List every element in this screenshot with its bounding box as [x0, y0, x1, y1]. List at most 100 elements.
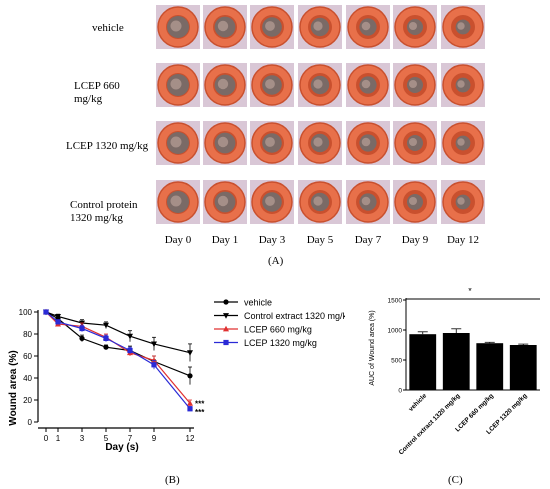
y-tick-label: 0 — [398, 388, 402, 395]
legend-entry: LCEP 1320 mg/kg — [214, 338, 317, 348]
data-point — [187, 373, 193, 379]
wound-photo — [250, 180, 294, 224]
data-point — [43, 309, 49, 315]
line-chart-y-label: Wound area (%) — [8, 350, 19, 425]
y-tick-label: 500 — [391, 358, 402, 365]
data-point — [103, 335, 109, 341]
wound-photo — [441, 63, 485, 107]
x-tick-label: 12 — [186, 434, 195, 443]
y-tick-label: 20 — [23, 396, 32, 405]
wound-photo — [156, 121, 200, 165]
wound-photo — [393, 121, 437, 165]
significance-label: *** — [195, 399, 205, 408]
legend-label: Control extract 1320 mg/kg — [244, 311, 345, 321]
legend-entry: vehicle — [214, 298, 272, 308]
data-point — [79, 325, 85, 332]
data-point — [79, 335, 85, 341]
y-tick-label: 1000 — [388, 328, 403, 335]
day-label: Day 7 — [354, 234, 382, 246]
data-point — [127, 333, 133, 340]
wound-photo — [346, 180, 390, 224]
day-label: Day 3 — [258, 234, 286, 246]
bar — [476, 343, 504, 390]
y-tick-label: 80 — [23, 330, 32, 339]
line-chart-series: ****** — [43, 308, 205, 417]
wound-photo — [346, 121, 390, 165]
y-tick-label: 60 — [23, 352, 32, 361]
wound-photo — [346, 5, 390, 49]
data-point — [103, 344, 109, 350]
line-chart-legend: vehicle Control extract 1320 mg/kg LCEP 66… — [214, 298, 345, 348]
data-point — [187, 400, 193, 406]
x-tick-label: 1 — [56, 434, 61, 443]
day-label: Day 5 — [306, 234, 334, 246]
series-3 — [43, 309, 193, 412]
y-tick-label: 0 — [28, 418, 33, 427]
legend-marker — [223, 299, 229, 305]
panel-a-label: (A) — [268, 255, 284, 267]
wound-photo — [250, 121, 294, 165]
day-label: Day 0 — [164, 234, 192, 246]
legend-marker — [223, 313, 229, 319]
day-label: Day 9 — [401, 234, 429, 246]
series-1 — [43, 309, 193, 362]
bar — [509, 345, 537, 390]
data-point — [103, 322, 109, 329]
day-label: Day 1 — [211, 234, 239, 246]
bar — [409, 334, 437, 390]
wound-photo — [250, 63, 294, 107]
category-label: vehicle — [408, 392, 429, 413]
wound-photo — [156, 63, 200, 107]
x-tick-label: 5 — [104, 434, 109, 443]
x-tick-label: 3 — [80, 434, 85, 443]
wound-photo — [441, 5, 485, 49]
legend-marker — [223, 339, 229, 346]
data-point — [55, 314, 61, 320]
legend-entry: Control extract 1320 mg/kg — [214, 311, 345, 321]
legend-marker — [223, 325, 229, 332]
x-tick-label: 7 — [128, 434, 133, 443]
wound-photo — [203, 121, 247, 165]
wound-photo — [156, 180, 200, 224]
wound-photo — [298, 5, 342, 49]
legend-entry: LCEP 660 mg/kg — [214, 325, 312, 335]
category-label: Control extract 1320 mg/kg — [398, 392, 462, 456]
series-line — [45, 311, 191, 354]
y-tick-label: 1500 — [388, 298, 403, 305]
data-point — [187, 406, 193, 412]
day-label: Day 12 — [446, 234, 480, 246]
row-label-lcep-1320: LCEP 1320 mg/kg — [66, 140, 149, 152]
wound-photo — [441, 121, 485, 165]
x-tick-label: 0 — [44, 434, 49, 443]
wound-photo — [203, 5, 247, 49]
wound-photo — [393, 5, 437, 49]
data-point — [127, 347, 133, 354]
wound-photo — [250, 5, 294, 49]
data-point — [151, 341, 157, 348]
legend-label: vehicle — [244, 298, 272, 308]
wound-photo — [203, 180, 247, 224]
y-tick-label: 100 — [19, 308, 33, 317]
bar-chart-y-label: AUC of Wound area (%) — [369, 310, 376, 385]
data-point — [55, 319, 61, 325]
row-label-control-protein: Control protein 1320 mg/kg — [70, 199, 138, 224]
wound-photo — [156, 5, 200, 49]
row-label-vehicle: vehicle — [92, 22, 124, 34]
wound-photo — [203, 63, 247, 107]
wound-photo — [346, 63, 390, 107]
row-label-lcep-660: LCEP 660 mg/kg — [74, 80, 120, 105]
data-point — [151, 362, 157, 368]
significance-label: *** — [195, 408, 205, 417]
data-point — [187, 350, 193, 356]
panel-b-label: (B) — [165, 474, 180, 486]
legend-label: LCEP 1320 mg/kg — [244, 338, 317, 348]
wound-photo — [298, 63, 342, 107]
series-0 — [43, 309, 193, 385]
wound-photo — [393, 63, 437, 107]
wound-photo — [298, 180, 342, 224]
wound-photo — [298, 121, 342, 165]
bar — [442, 333, 470, 390]
